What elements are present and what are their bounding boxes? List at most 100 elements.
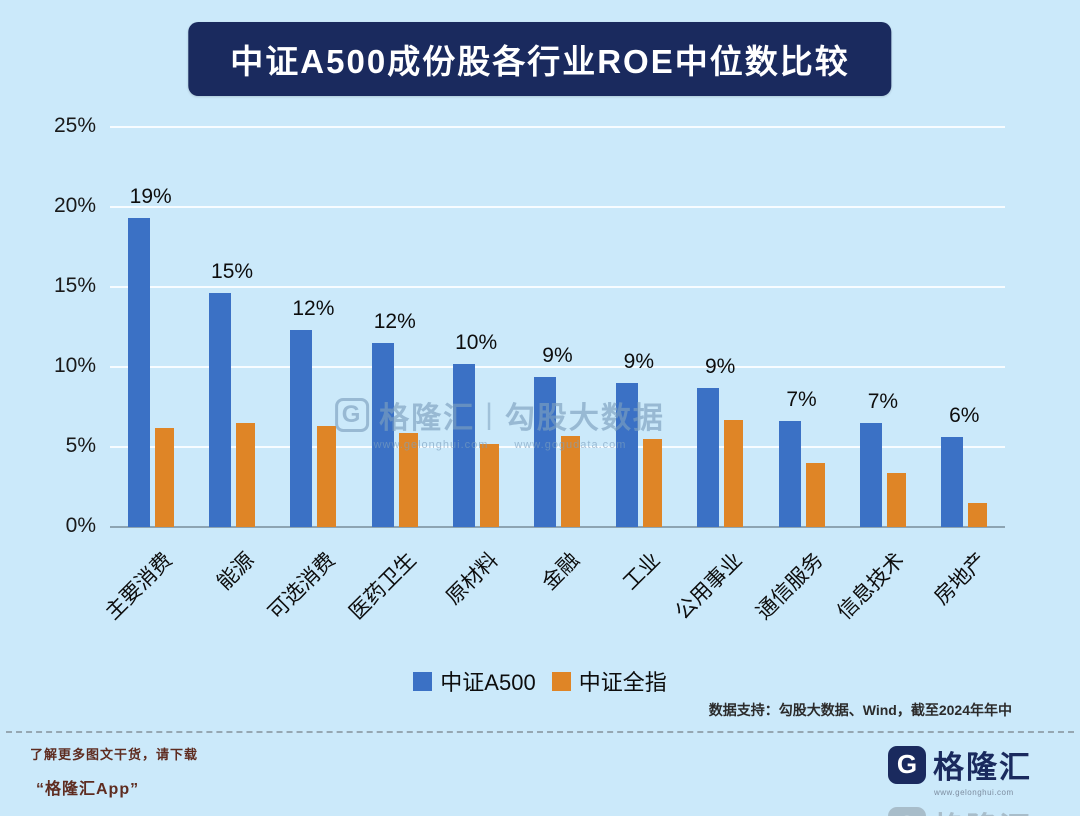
brand-area: G 格隆汇 www.gelonghui.com G 格隆汇 xyxy=(888,742,1058,816)
bar-series-2 xyxy=(154,427,174,527)
bar-group: 9% xyxy=(680,127,761,527)
bar-group: 19% xyxy=(110,127,191,527)
chart-title: 中证A500成份股各行业ROE中位数比较 xyxy=(230,43,850,80)
data-label: 19% xyxy=(129,185,172,209)
y-tick-label: 25% xyxy=(53,113,96,137)
gridline xyxy=(110,126,1005,128)
y-tick-label: 15% xyxy=(53,273,96,297)
category-label: 可选消费 xyxy=(264,537,354,662)
category-label: 金融 xyxy=(517,537,598,662)
brand-logo-ghost-text: 格隆汇 xyxy=(933,803,1032,816)
bar-series-1 xyxy=(941,437,964,527)
brand-logo: G 格隆汇 xyxy=(888,742,1058,787)
data-label: 9% xyxy=(542,343,573,367)
plot-area: 0% 5% 10% 15% 20% 25% 19% 15% 12% 12% 10% 9% 9% 9% 7% 7… xyxy=(54,114,1005,537)
bar-series-1 xyxy=(615,383,638,527)
bar-series-1 xyxy=(859,423,882,527)
legend-item: 中证全指 xyxy=(551,665,667,697)
gridline xyxy=(110,286,1005,288)
bar-series-2 xyxy=(317,426,337,527)
legend-label: 中证A500 xyxy=(440,670,536,695)
bar-groups: 19% 15% 12% 12% 10% 9% 9% 9% 7% 7% 6% xyxy=(110,127,1005,527)
footer-promo-line2: “格隆汇App” xyxy=(36,781,140,798)
bar-group: 12% xyxy=(354,127,435,527)
category-label: 房地产 xyxy=(924,537,1005,662)
category-label-text: 房地产 xyxy=(929,548,991,610)
brand-url: www.gelonghui.com xyxy=(934,788,1014,797)
footer-promo: 了解更多图文干货，请下载 “格隆汇App” xyxy=(30,744,198,799)
brand-logo-ghost: G 格隆汇 xyxy=(888,803,1058,816)
bar-series-1 xyxy=(453,363,476,527)
y-tick-label: 20% xyxy=(53,193,96,217)
legend-swatch xyxy=(551,671,571,691)
gridline xyxy=(110,366,1005,368)
bar-series-2 xyxy=(724,419,744,527)
legend-swatch xyxy=(413,671,433,691)
y-tick-label: 0% xyxy=(65,513,96,537)
category-label-text: 能源 xyxy=(212,548,259,595)
bar-group: 7% xyxy=(761,127,842,527)
bar-series-2 xyxy=(642,439,662,527)
legend-label: 中证全指 xyxy=(578,670,667,695)
bar-group: 10% xyxy=(435,127,516,527)
category-label-text: 医药卫生 xyxy=(345,548,422,625)
bar-series-2 xyxy=(480,443,500,527)
bar-series-1 xyxy=(534,376,557,527)
category-label-text: 可选消费 xyxy=(264,548,340,625)
data-label: 12% xyxy=(292,297,335,321)
category-label-text: 公用事业 xyxy=(670,548,747,625)
bar-series-2 xyxy=(886,472,906,527)
category-label-text: 信息技术 xyxy=(833,548,910,625)
data-label: 6% xyxy=(949,404,980,428)
brand-logo-icon: G xyxy=(888,745,926,784)
data-label: 7% xyxy=(786,388,817,412)
bar-series-2 xyxy=(805,463,825,527)
category-label-text: 主要消费 xyxy=(101,548,177,625)
category-label: 公用事业 xyxy=(671,537,761,662)
bar-series-1 xyxy=(778,421,801,527)
brand-logo-text: 格隆汇 xyxy=(933,750,1032,785)
category-label: 工业 xyxy=(598,537,679,662)
category-label: 主要消费 xyxy=(101,537,191,662)
bar-group: 6% xyxy=(924,127,1005,527)
bar-group: 12% xyxy=(273,127,354,527)
gridline xyxy=(110,206,1005,208)
data-label: 7% xyxy=(867,390,899,413)
data-label: 12% xyxy=(373,310,416,333)
bar-series-1 xyxy=(697,387,720,527)
bar-series-1 xyxy=(127,218,150,527)
data-label: 15% xyxy=(211,260,254,284)
bar-series-2 xyxy=(236,423,256,527)
category-label: 能源 xyxy=(191,537,272,662)
dashed-divider xyxy=(6,731,1074,733)
bar-group: 7% xyxy=(842,127,923,527)
category-label: 原材料 xyxy=(435,537,516,662)
gridline xyxy=(110,446,1005,448)
bar-group: 9% xyxy=(598,127,679,527)
bar-group: 9% xyxy=(517,127,598,527)
y-tick-label: 5% xyxy=(65,433,96,457)
category-label: 信息技术 xyxy=(834,537,923,662)
bar-group: 15% xyxy=(191,127,272,527)
category-label-text: 原材料 xyxy=(441,548,503,610)
data-label: 10% xyxy=(455,330,498,354)
legend: 中证A500 中证全指 xyxy=(0,665,1080,697)
category-label-text: 工业 xyxy=(619,548,666,595)
bar-series-2 xyxy=(968,503,988,527)
chart-title-banner: 中证A500成份股各行业ROE中位数比较 xyxy=(188,22,892,96)
bar-series-2 xyxy=(561,435,581,527)
category-axis: 主要消费 能源 可选消费 医药卫生 原材料 金融 工业 公用事业 通信服务 信息技术 房地产 xyxy=(101,537,1005,662)
category-label: 医药卫生 xyxy=(345,537,435,662)
category-label-text: 通信服务 xyxy=(752,548,828,625)
data-label: 9% xyxy=(705,354,736,378)
brand-logo-ghost-icon: G xyxy=(888,806,926,816)
y-tick-label: 10% xyxy=(53,353,96,377)
data-label: 9% xyxy=(623,350,655,373)
bar-series-1 xyxy=(290,330,313,527)
category-label: 通信服务 xyxy=(752,537,842,662)
category-label-text: 金融 xyxy=(537,548,584,595)
footer-promo-line1: 了解更多图文干货，请下载 xyxy=(30,747,199,762)
bar-series-1 xyxy=(371,343,394,527)
legend-item: 中证A500 xyxy=(413,665,536,697)
